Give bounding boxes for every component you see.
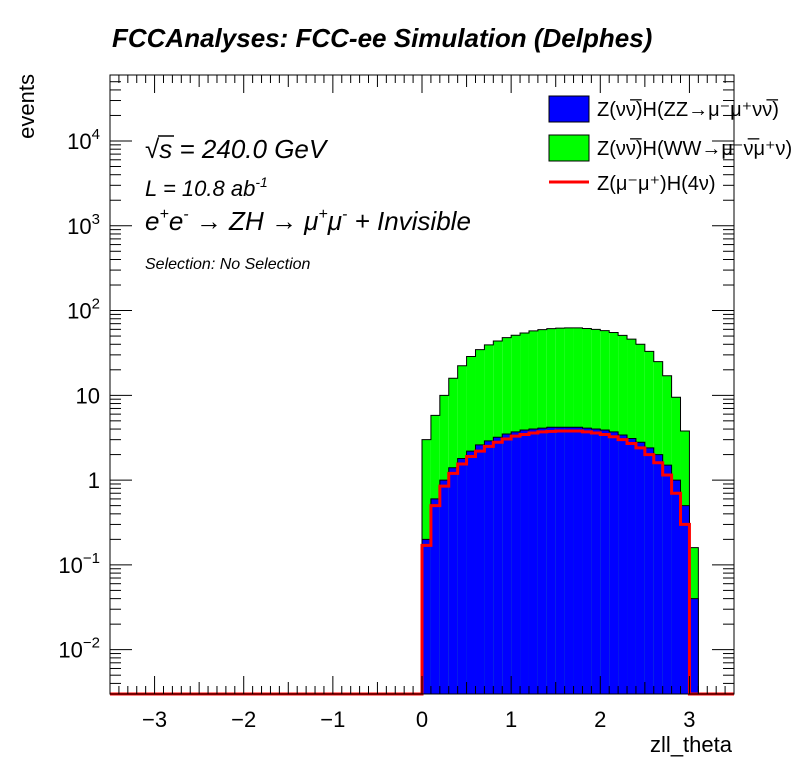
bar-zz-25 xyxy=(644,447,654,694)
bar-zz-16 xyxy=(564,427,574,694)
x-tick-label: 1 xyxy=(505,707,517,732)
x-tick-label: 2 xyxy=(594,707,606,732)
bar-zz-0 xyxy=(422,539,431,694)
bar-zz-3 xyxy=(448,467,458,694)
histogram-bars xyxy=(421,327,708,695)
y-tick-label: 1 xyxy=(88,468,100,493)
legend-label: Z(νν̅)H(ZZ→μ⁻μ⁺νν̅) xyxy=(597,98,779,121)
overlay-line-layer xyxy=(110,429,734,696)
bar-zz-5 xyxy=(466,451,476,694)
bar-zz-24 xyxy=(635,442,645,694)
x-tick-label: −1 xyxy=(320,707,345,732)
x-tick-label: −2 xyxy=(231,707,256,732)
bar-zz-4 xyxy=(457,458,467,694)
bar-zz-17 xyxy=(573,427,583,694)
selection-annotation: Selection: No Selection xyxy=(145,256,311,273)
bar-zz-13 xyxy=(537,428,547,694)
legend-swatch xyxy=(548,95,590,123)
bar-zz-11 xyxy=(520,429,529,694)
bar-zz-20 xyxy=(600,429,610,694)
bar-zz-23 xyxy=(627,438,636,694)
y-tick-label: 103 xyxy=(67,211,100,239)
x-tick-label: −3 xyxy=(142,707,167,732)
legend-label: Z(μ⁻μ⁺)H(4ν) xyxy=(597,173,716,195)
bar-zz-22 xyxy=(618,435,628,694)
legend-swatch xyxy=(548,134,590,162)
sqrt-s-annotation: √s = 240.0 GeV xyxy=(145,134,329,164)
process-annotation: e+e- → ZH → μ+μ- + Invisible xyxy=(145,206,471,236)
bar-zz-26 xyxy=(653,454,663,694)
legend-label: Z(νν̅)H(WW→μ⁻ν̅μ⁺ν) xyxy=(597,137,792,160)
bar-zz-9 xyxy=(502,433,512,694)
luminosity-annotation: L = 10.8 ab-1 xyxy=(145,174,268,201)
x-axis-title: zll_theta xyxy=(650,732,733,757)
bar-zz-1 xyxy=(430,498,440,694)
chart-title: FCCAnalyses: FCC-ee Simulation (Delphes) xyxy=(112,23,652,53)
bar-zz-10 xyxy=(511,431,521,694)
x-tick-label: 3 xyxy=(683,707,695,732)
bar-zz-30 xyxy=(689,598,699,694)
bar-zz-8 xyxy=(493,437,503,694)
bar-zz-19 xyxy=(591,429,601,694)
y-tick-label: 10−2 xyxy=(58,635,100,663)
bar-zz-18 xyxy=(582,428,592,694)
x-axis: −3 −2 −1 0 1 2 3 xyxy=(109,75,735,732)
bar-zz-27 xyxy=(662,465,672,694)
stack-outline-1 xyxy=(421,327,708,695)
y-tick-label: 102 xyxy=(67,296,100,324)
line-series-4nu xyxy=(110,429,734,696)
bar-zz-6 xyxy=(475,444,485,694)
bar-zz-12 xyxy=(528,429,538,694)
x-tick-label: 0 xyxy=(416,707,428,732)
y-axis: 10−2 10−1 1 10 102 103 104 xyxy=(58,74,734,695)
legend: Z(νν̅)H(ZZ→μ⁻μ⁺νν̅) Z(νν̅)H(WW→μ⁻ν̅μ⁺ν) Z(… xyxy=(548,95,792,195)
y-axis-title: events xyxy=(14,74,39,139)
y-tick-label: 104 xyxy=(67,126,100,154)
bar-zz-28 xyxy=(671,480,681,694)
bar-zz-29 xyxy=(680,505,690,694)
bar-zz-21 xyxy=(609,431,619,694)
bar-zz-14 xyxy=(546,427,556,694)
y-tick-label: 10 xyxy=(76,383,100,408)
bar-zz-2 xyxy=(439,480,449,694)
y-tick-label: 10−1 xyxy=(58,550,100,578)
bar-zz-15 xyxy=(555,427,565,694)
bar-zz-7 xyxy=(484,440,494,694)
